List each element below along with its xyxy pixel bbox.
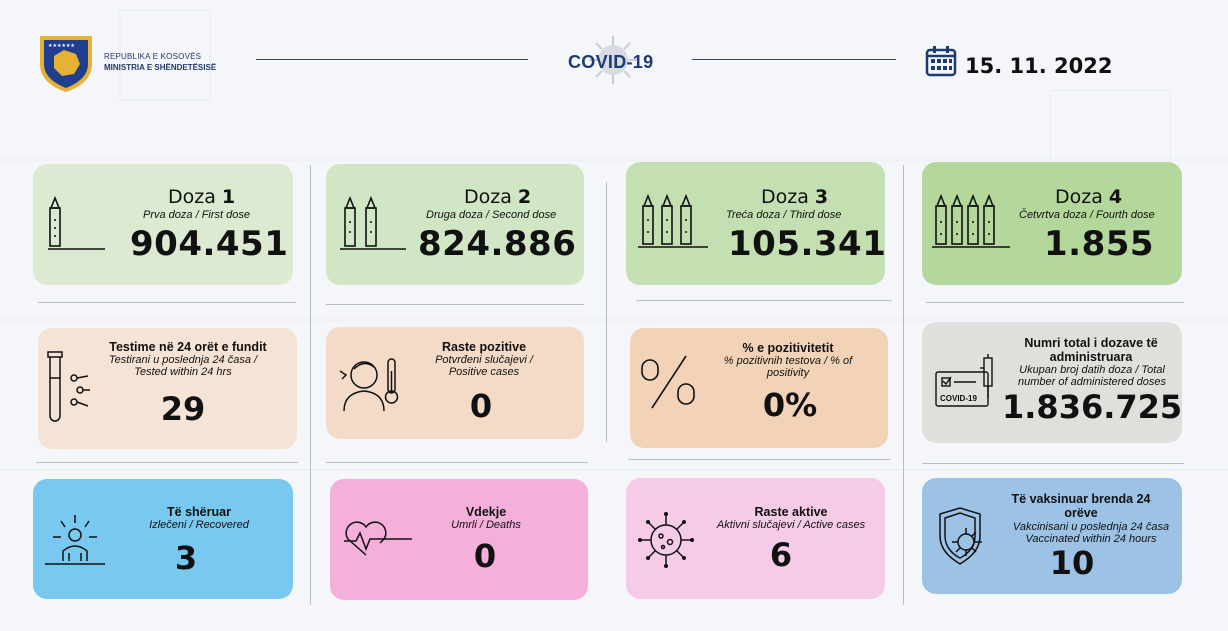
- dose-2-value: 824.886: [418, 224, 577, 264]
- active-cases-title: Raste aktive: [754, 505, 828, 519]
- dose-4-subtitle: Četvrtva doza / Fourth dose: [1019, 209, 1155, 221]
- vaccination-certificate-icon: COVID-19: [935, 354, 993, 407]
- header-rule-right: [692, 59, 896, 60]
- dose-3-subtitle: Treća doza / Third dose: [726, 209, 842, 221]
- recovered-card: Të shëruar Izlečeni / Recovered 3: [33, 479, 293, 599]
- deaths-value: 0: [473, 537, 497, 575]
- dose-1-number: 1: [221, 186, 236, 208]
- vaccinated-24h-card: Të vaksinuar brenda 24 orëve Vakcinisani…: [922, 478, 1182, 594]
- total-doses-card: COVID-19 Numri total i dozave të adminis…: [922, 322, 1182, 443]
- vaccinated-24h-value: 10: [1049, 544, 1095, 582]
- divider-h2b: [326, 462, 588, 463]
- tests-value: 29: [160, 390, 206, 428]
- svg-text:★★★★★★: ★★★★★★: [48, 43, 75, 49]
- dose-3-value: 105.341: [728, 224, 887, 264]
- divider-h2c: [628, 459, 890, 460]
- ministry-logo: ★★★★★★ REPUBLIKA E KOSOVËS MINISTRIA E S…: [36, 30, 216, 94]
- divider-h1b: [326, 304, 584, 305]
- four-vials-icon: [932, 193, 1010, 248]
- dose-4-word: Doza: [1055, 186, 1103, 208]
- vaccinated-24h-subtitle: Vakcinisani u poslednja 24 časa Vaccinat…: [1012, 521, 1170, 545]
- dose-3-card: Doza 3 Treća doza / Third dose 105.341: [626, 162, 887, 285]
- deaths-title: Vdekje: [465, 505, 507, 519]
- total-doses-title: Numri total i dozave të administruara: [1024, 336, 1158, 364]
- positivity-title: % e pozitivitetit: [742, 341, 834, 355]
- dose-3-number: 3: [814, 186, 829, 208]
- recovered-person-icon: [45, 515, 105, 565]
- total-doses-value: 1.836.725: [1002, 388, 1183, 426]
- dose-2-number: 2: [517, 186, 532, 208]
- positive-cases-subtitle: Potvrđeni slučajevi / Positive cases: [435, 354, 533, 378]
- certificate-label: COVID-19: [940, 394, 977, 403]
- ministry-line1: REPUBLIKA E KOSOVËS: [104, 52, 202, 61]
- recovered-value: 3: [174, 539, 198, 577]
- divider-v3: [903, 165, 904, 605]
- active-cases-value: 6: [769, 536, 793, 574]
- calendar-icon: [925, 46, 957, 77]
- page-title: COVID-19: [568, 52, 654, 72]
- tests-title: Testime në 24 orët e fundit: [109, 340, 267, 354]
- shield-vaccine-icon: [939, 507, 982, 565]
- dose-2-card: Doza 2 Druga doza / Second dose 824.886: [326, 164, 584, 285]
- test-tube-icon: [47, 351, 90, 422]
- percent-icon: [641, 355, 695, 409]
- positivity-card: % e pozitivitetit % pozitivnih testova /…: [630, 328, 888, 448]
- divider-h2d: [922, 463, 1184, 464]
- total-doses-subtitle: Ukupan broj datih doza / Total number of…: [1018, 364, 1166, 388]
- divider-h1a: [38, 302, 296, 303]
- dose-1-value: 904.451: [130, 224, 289, 264]
- vaccinated-24h-title: Të vaksinuar brenda 24 orëve: [1011, 492, 1151, 520]
- positivity-value: 0%: [762, 386, 818, 424]
- active-cases-subtitle: Aktivni slučajevi / Active cases: [716, 519, 866, 531]
- ministry-line2: MINISTRIA E SHËNDETËSISË: [104, 63, 217, 72]
- active-cases-card: Raste aktive Aktivni slučajevi / Active …: [626, 478, 885, 599]
- positive-cases-card: Raste pozitive Potvrđeni slučajevi / Pos…: [326, 327, 584, 439]
- dose-4-number: 4: [1108, 186, 1123, 208]
- positivity-subtitle: % pozitivnih testova / % of positivity: [723, 355, 853, 379]
- positive-cases-value: 0: [469, 387, 493, 425]
- date-text: 15. 11. 2022: [965, 54, 1113, 78]
- virus-watermark-icon: [589, 36, 637, 84]
- positive-cases-title: Raste pozitive: [441, 340, 527, 354]
- kosovo-emblem-icon: ★★★★★★: [40, 36, 92, 92]
- sick-person-icon: [339, 358, 399, 412]
- deaths-card: Vdekje Umrli / Deaths 0: [330, 479, 588, 600]
- tests-card: Testime në 24 orët e fundit Testirani u …: [38, 328, 297, 449]
- two-vials-icon: [340, 195, 406, 250]
- dose-4-card: Doza 4 Četvrtva doza / Fourth dose 1.855: [922, 162, 1182, 285]
- report-date: 15. 11. 2022: [925, 44, 1112, 78]
- dose-1-card: Doza 1 Prva doza / First dose 904.451: [33, 164, 293, 285]
- tests-subtitle: Testirani u poslednja 24 časa / Tested w…: [108, 354, 258, 378]
- deaths-subtitle: Umrli / Deaths: [451, 519, 521, 531]
- divider-v2: [606, 182, 607, 442]
- divider-h1c: [636, 300, 892, 301]
- recovered-title: Të shëruar: [167, 505, 231, 519]
- recovered-subtitle: Izlečeni / Recovered: [149, 519, 249, 531]
- dose-1-subtitle: Prva doza / First dose: [143, 209, 250, 221]
- dose-3-word: Doza: [761, 186, 809, 208]
- dose-2-word: Doza: [464, 186, 512, 208]
- virus-icon: [638, 512, 694, 568]
- three-vials-icon: [638, 193, 708, 248]
- header-rule-left: [256, 59, 528, 60]
- divider-h2a: [36, 462, 298, 463]
- heartbeat-icon: [344, 521, 412, 556]
- dose-1-word: Doza: [168, 186, 216, 208]
- vial-icon: [48, 195, 105, 250]
- dose-2-subtitle: Druga doza / Second dose: [426, 209, 557, 221]
- divider-v1: [310, 165, 311, 605]
- dose-4-value: 1.855: [1044, 224, 1155, 264]
- divider-h1d: [926, 302, 1184, 303]
